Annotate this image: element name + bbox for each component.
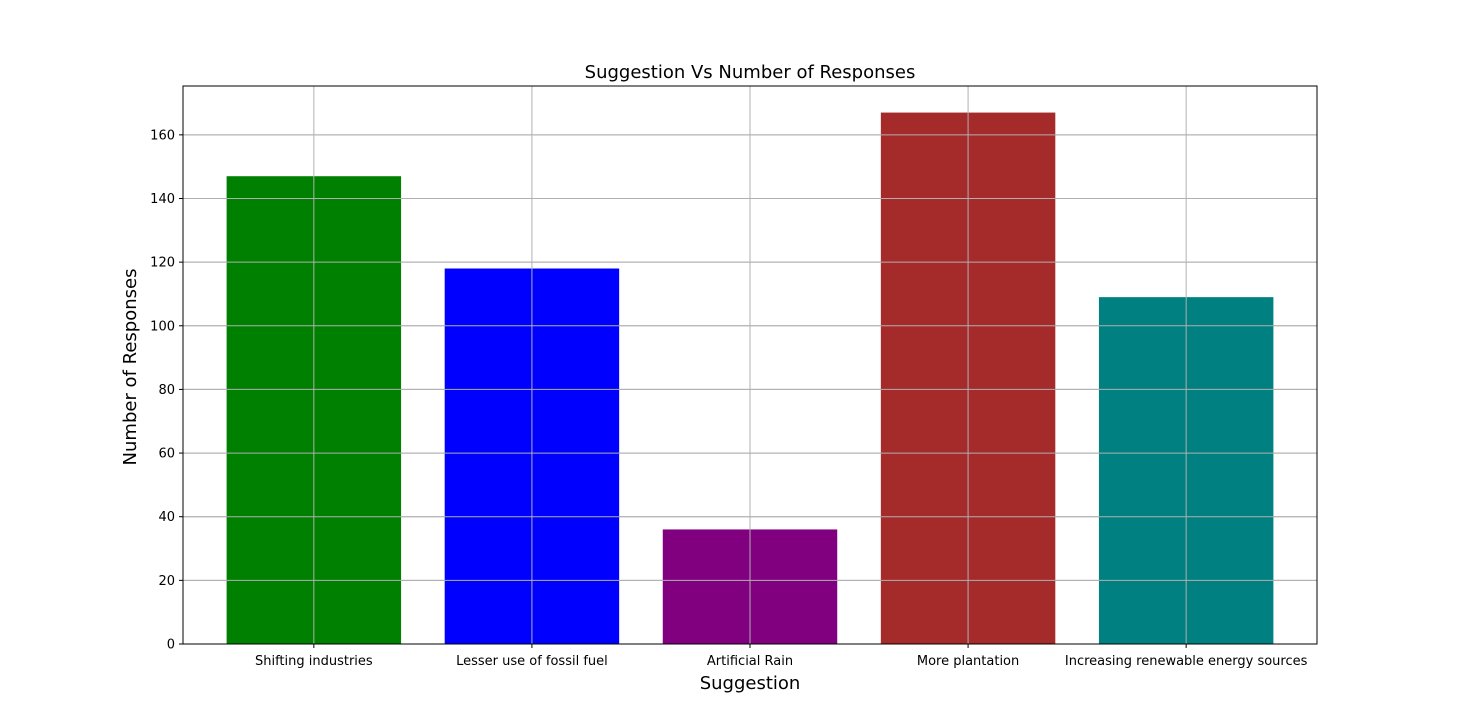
y-tick-label: 20: [158, 574, 175, 589]
x-tick-label: Lesser use of fossil fuel: [456, 654, 608, 669]
x-axis-title: Suggestion: [700, 673, 801, 694]
chart-title: Suggestion Vs Number of Responses: [585, 62, 916, 83]
y-tick-label: 120: [150, 256, 175, 271]
x-tick-label: Increasing renewable energy sources: [1065, 654, 1308, 669]
y-tick-label: 80: [158, 383, 175, 398]
x-axis-ticks: Shifting industries Lesser use of fossil …: [255, 644, 1308, 669]
y-tick-label: 60: [158, 447, 175, 462]
x-tick-label: Artificial Rain: [707, 654, 793, 669]
y-tick-label: 100: [150, 319, 175, 334]
y-tick-label: 160: [150, 128, 175, 143]
y-tick-label: 0: [167, 638, 175, 653]
y-axis-title: Number of Responses: [120, 269, 141, 466]
y-tick-label: 140: [150, 192, 175, 207]
y-tick-label: 40: [158, 510, 175, 525]
x-tick-label: Shifting industries: [255, 654, 373, 669]
y-axis-ticks: 0 20 40 60 80 100 120 140 160: [150, 128, 183, 653]
x-tick-label: More plantation: [917, 654, 1019, 669]
